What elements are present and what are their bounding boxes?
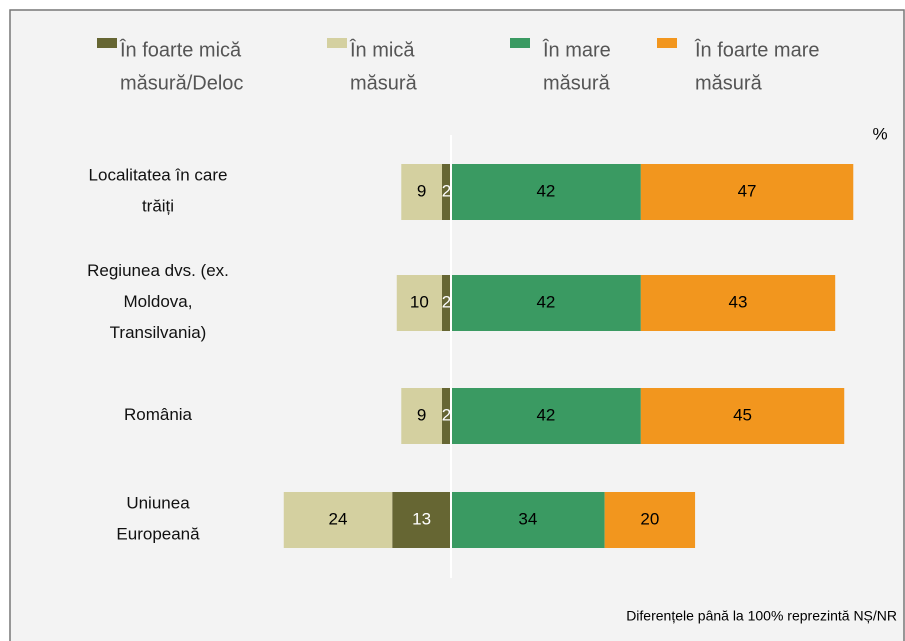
- bar-segment: [451, 275, 641, 331]
- bar-segment: [604, 492, 696, 548]
- value-label: 10: [410, 292, 429, 311]
- bar-segment: [640, 388, 845, 444]
- value-label: 24: [329, 509, 348, 528]
- category-label: România: [124, 405, 193, 424]
- bar-segment: [396, 275, 442, 331]
- bar-segment: [283, 492, 393, 548]
- bar-segment: [441, 388, 451, 444]
- legend-swatch: [97, 38, 117, 48]
- value-label: 2: [442, 181, 451, 200]
- bar-segment: [640, 275, 836, 331]
- bar-segment: [640, 164, 854, 220]
- bar-segment: [401, 388, 442, 444]
- bar-segment: [401, 164, 442, 220]
- value-label: 42: [536, 292, 555, 311]
- value-label: 2: [442, 405, 451, 424]
- value-label: 43: [729, 292, 748, 311]
- legend-label: În mare măsură: [542, 39, 611, 95]
- category-label: Localitatea în care trăiți: [89, 166, 228, 216]
- value-label: 9: [417, 181, 426, 200]
- legend-label: În foarte mică măsură/Deloc: [119, 39, 243, 95]
- legend-swatch: [657, 38, 677, 48]
- value-label: 42: [536, 405, 555, 424]
- bar-segment: [441, 164, 451, 220]
- bar-segment: [451, 492, 605, 548]
- category-label: Regiunea dvs. (ex. Moldova, Transilvania): [87, 261, 229, 342]
- value-label: 42: [536, 181, 555, 200]
- bar-segment: [392, 492, 451, 548]
- value-label: 47: [738, 181, 757, 200]
- legend-label: În mică măsură: [349, 39, 418, 95]
- value-label: 45: [733, 405, 752, 424]
- bar-segment: [451, 388, 641, 444]
- unit-label: %: [872, 124, 887, 143]
- bar-segment: [451, 164, 641, 220]
- value-label: 34: [518, 509, 537, 528]
- value-label: 20: [640, 509, 659, 528]
- legend-swatch: [327, 38, 347, 48]
- category-label: Uniunea Europeană: [116, 494, 200, 544]
- footnote: Diferențele până la 100% reprezintă NȘ/N…: [626, 608, 897, 624]
- value-label: 2: [442, 292, 451, 311]
- legend-swatch: [510, 38, 530, 48]
- bar-segment: [441, 275, 451, 331]
- value-label: 9: [417, 405, 426, 424]
- value-label: 13: [412, 509, 431, 528]
- legend-label: În foarte mare măsură: [694, 39, 820, 95]
